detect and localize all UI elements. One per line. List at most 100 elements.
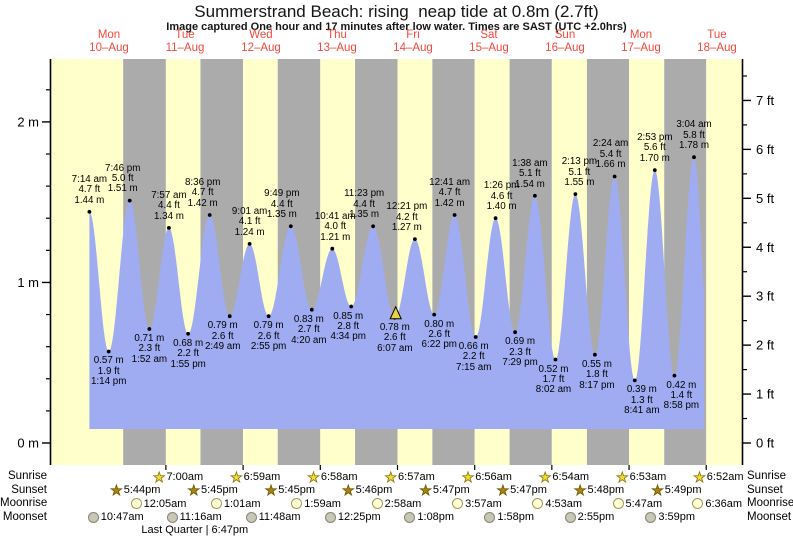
tide-m-value: 1.78 m xyxy=(679,140,709,152)
tide-point-dot xyxy=(309,307,314,312)
moonrise-entry: 1:59am xyxy=(291,497,341,510)
day-label: Tue 11–Aug xyxy=(166,29,205,55)
moonset-time: 11:48am xyxy=(258,511,301,523)
tide-annotation-low: 0.52 m 1.7 ft 8:02 am xyxy=(535,364,572,396)
tide-ft-value: 4.6 ft xyxy=(490,190,513,202)
moonrise-icon xyxy=(371,498,383,509)
day-name: Fri xyxy=(406,29,420,41)
day-date: 13–Aug xyxy=(317,42,357,54)
left-axis-tick-label: 1 m xyxy=(17,275,39,290)
sunrise-star-icon: ★ xyxy=(693,468,706,485)
tide-time: 8:58 pm xyxy=(663,400,700,412)
tide-annotation-high: 12:21 pm 4.2 ft 1.27 m xyxy=(386,201,427,233)
day-name: Sun xyxy=(554,29,576,41)
sunset-star-icon: ★ xyxy=(573,482,587,498)
tide-point-dot xyxy=(473,335,478,339)
moonrise-time: 1:59am xyxy=(304,497,341,510)
sunset-star-icon: ★ xyxy=(419,482,432,498)
tide-annotation-high: 7:57 am 4.4 ft 1.34 m xyxy=(151,190,186,222)
tide-point-dot xyxy=(349,304,354,309)
tide-time: 4:34 pm xyxy=(330,331,366,343)
moonset-icon xyxy=(484,511,496,523)
tide-time: 4:20 am xyxy=(291,334,327,346)
moonrise-row-label-right: Moonrise xyxy=(747,497,793,509)
tide-annotation-high: 1:38 am 5.1 ft 1.54 m xyxy=(512,158,547,190)
tide-point-dot xyxy=(186,331,191,336)
day-name: Sat xyxy=(480,29,498,41)
tide-point-dot xyxy=(106,349,111,354)
tide-m-value: 1.54 m xyxy=(514,178,545,190)
moonset-time: 10:47am xyxy=(100,511,144,523)
tide-m-value: 0.80 m xyxy=(424,318,455,330)
right-axis-tick-label: 2 ft xyxy=(756,338,774,353)
tide-annotation-high: 8:36 pm 4.7 ft 1.42 m xyxy=(185,177,220,209)
tide-annotation-high: 10:41 am 4.0 ft 1.21 m xyxy=(314,210,356,243)
moonrise-time: 12:05am xyxy=(143,497,187,510)
day-name: Mon xyxy=(97,29,121,41)
tide-time: 2:53 pm xyxy=(637,132,673,144)
tide-m-value: 0.69 m xyxy=(505,336,536,348)
tide-annotation-low: 0.42 m 1.4 ft 8:58 pm xyxy=(663,380,700,412)
moonrise-time: 4:53am xyxy=(545,497,583,510)
sunrise-entry: ★ 6:57am xyxy=(384,469,435,484)
tide-annotation-low: 0.79 m 2.6 ft 2:55 pm xyxy=(250,320,287,352)
sunrise-entry: ★ 6:53am xyxy=(616,469,667,484)
tide-time: 1:14 pm xyxy=(90,376,127,388)
sunset-entry: ★ 5:45pm xyxy=(187,483,238,498)
chart-title: Summerstrand Beach: rising neap tide at … xyxy=(194,2,599,21)
tide-m-value: 0.57 m xyxy=(93,355,124,367)
right-axis-tick-label: 0 ft xyxy=(756,436,774,451)
sunrise-time: 6:52am xyxy=(706,470,744,483)
tide-time: 9:01 am xyxy=(231,205,268,217)
sunset-time: 5:48pm xyxy=(587,484,625,496)
tide-point-dot xyxy=(87,209,92,214)
moonrise-time: 2:58am xyxy=(384,497,422,510)
sunset-entry: ★ 5:49pm xyxy=(651,483,702,498)
moonrise-icon xyxy=(210,498,222,509)
axes: 0 m 1 m 2 m 0 ft 1 ft 2 ft 3 ft 4 ft 5 ft 6 ft 7 f… xyxy=(17,59,774,470)
moonrise-icon xyxy=(532,498,544,509)
sunrise-star-icon: ★ xyxy=(152,468,166,485)
tide-point-dot xyxy=(553,357,558,362)
sunset-star-icon: ★ xyxy=(496,482,510,498)
sunset-entry: ★ 5:44pm xyxy=(110,482,161,498)
sunset-time: 5:45pm xyxy=(201,484,238,496)
tide-m-value: 1.55 m xyxy=(564,176,595,188)
tide-m-value: 1.51 m xyxy=(107,183,138,195)
sunset-entry: ★ 5:46pm xyxy=(342,482,393,498)
tide-time: 10:41 am xyxy=(314,210,356,222)
tide-ft-value: 4.1 ft xyxy=(238,216,261,228)
moonrise-entry: 1:01am xyxy=(210,497,261,510)
tide-ft-value: 2.6 ft xyxy=(257,330,280,342)
tide-time: 3:04 am xyxy=(676,119,712,131)
tide-point-dot xyxy=(672,373,677,378)
tide-point-dot xyxy=(432,312,437,317)
sunset-time: 5:44pm xyxy=(123,484,161,496)
tide-point-dot xyxy=(493,216,498,221)
tide-ft-value: 5.0 ft xyxy=(111,172,134,184)
moonrise-row-label-left: Moonrise xyxy=(0,497,48,509)
moonset-time: 1:58pm xyxy=(497,511,535,523)
day-name: Mon xyxy=(629,29,653,41)
sunset-star-icon: ★ xyxy=(342,482,355,498)
moonset-time: 2:55pm xyxy=(577,511,615,523)
tide-time: 8:17 pm xyxy=(579,379,615,391)
tide-point-dot xyxy=(573,192,578,197)
tide-point-dot xyxy=(288,224,293,229)
tide-ft-value: 2.7 ft xyxy=(297,324,320,336)
tide-m-value: 1.70 m xyxy=(639,152,670,164)
tide-ft-value: 5.4 ft xyxy=(599,148,622,160)
sunset-star-icon: ★ xyxy=(110,482,123,498)
sunset-row-label-left: Sunset xyxy=(11,483,47,496)
sunset-row-label-right: Sunset xyxy=(747,483,783,496)
tide-time: 8:02 am xyxy=(535,384,572,396)
tide-point-dot xyxy=(692,155,696,160)
tide-time: 2:55 pm xyxy=(250,340,287,352)
right-axis-tick-label: 4 ft xyxy=(756,240,774,255)
moonrise-entry: 4:53am xyxy=(532,497,582,510)
tide-annotation-high: 2:24 am 5.4 ft 1.66 m xyxy=(593,139,628,171)
sunrise-time: 7:00am xyxy=(166,470,204,483)
moonset-entry: 3:59pm xyxy=(645,511,695,524)
day-label: Sun 16–Aug xyxy=(545,29,585,55)
sunrise-entry: ★ 7:00am xyxy=(152,468,204,485)
